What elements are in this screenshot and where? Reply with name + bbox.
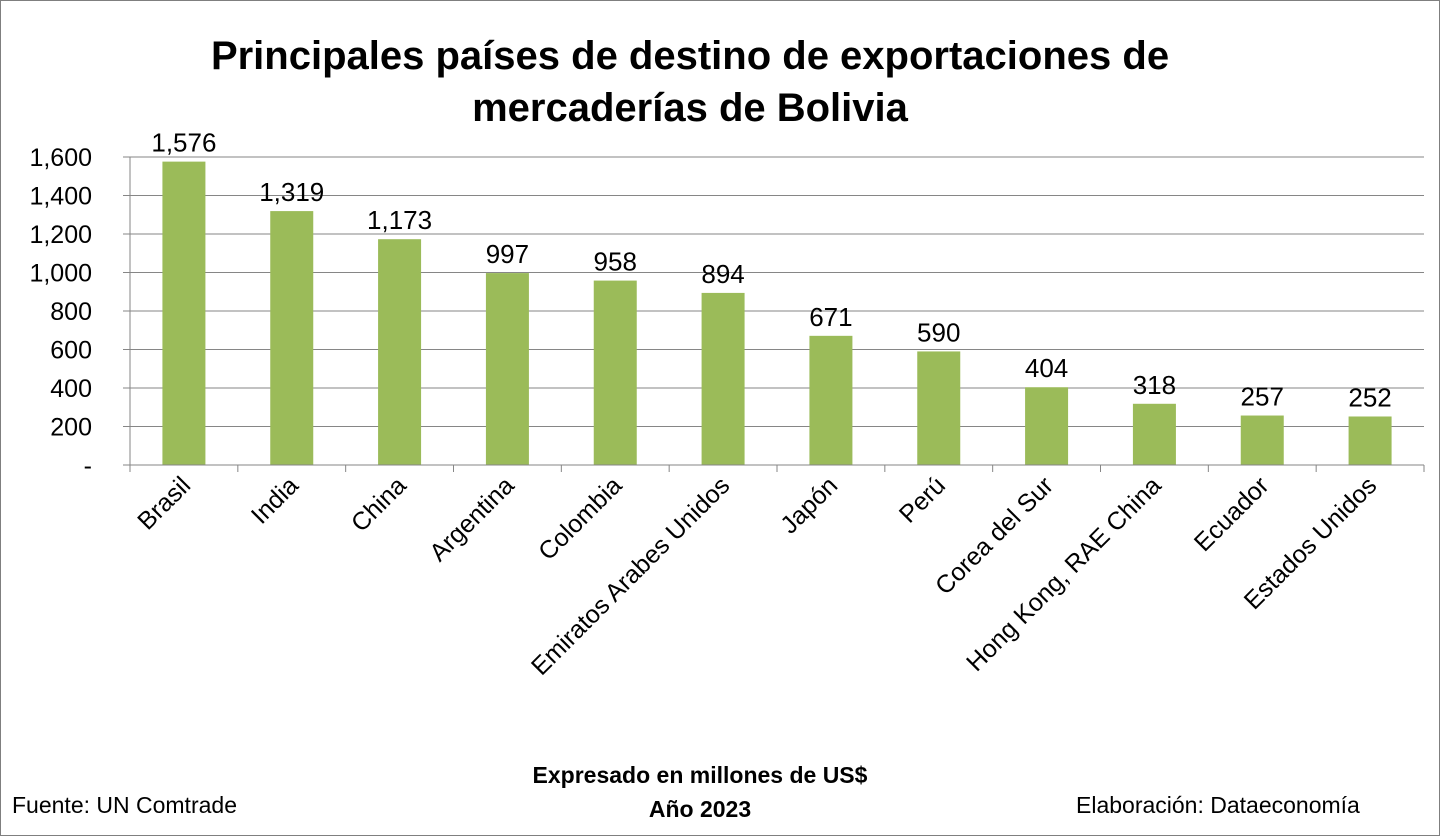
y-tick-label: 1,200 <box>29 221 92 249</box>
value-label: 257 <box>1241 382 1284 412</box>
bar-jap-n <box>809 335 853 465</box>
source-note: Fuente: UN Comtrade <box>12 792 237 818</box>
value-labels: 1,576 1,319 1,173 997 958 894 671 590 404 318 257 2… <box>151 128 1391 413</box>
bar-colombia <box>593 280 637 465</box>
x-axis: Brasil India China Argentina ColombiaEmirato… <box>129 464 1425 681</box>
x-tick-label: Emiratos Arabes Unidos <box>526 471 735 680</box>
x-tick-label: Hong Kong, RAE China <box>961 471 1167 677</box>
bar-argentina <box>485 273 529 465</box>
value-label: 1,576 <box>151 128 216 158</box>
bar-estados-unidos <box>1348 416 1392 465</box>
y-tick-label: 1,600 <box>29 144 92 172</box>
x-tick-label: Colombia <box>533 471 628 566</box>
y-tick-label: - <box>84 452 92 480</box>
y-tick-label: 400 <box>50 375 92 403</box>
credit-note: Elaboración: Dataeconomía <box>1076 792 1360 818</box>
y-tick-label: 200 <box>50 414 92 442</box>
bar-ecuador <box>1240 415 1284 465</box>
x-tick-label: Brasil <box>132 471 196 535</box>
bars <box>162 161 1392 465</box>
y-tick-label: 1,400 <box>29 183 92 211</box>
year-note: Año 2023 <box>648 796 752 822</box>
bar-emiratos-arabes-unidos <box>701 292 745 465</box>
bar-china <box>378 239 422 465</box>
x-tick-label: India <box>246 471 304 529</box>
value-label: 671 <box>809 302 852 332</box>
bar-brasil <box>162 161 206 465</box>
bar-india <box>270 211 314 465</box>
value-label: 590 <box>917 317 960 347</box>
x-tick-label: Perú <box>894 471 951 528</box>
value-label: 1,173 <box>367 205 432 235</box>
y-tick-label: 600 <box>50 337 92 365</box>
unit-note: Expresado en millones de US$ <box>532 762 868 788</box>
value-label: 252 <box>1348 382 1391 412</box>
gridlines <box>130 156 1424 427</box>
value-label: 404 <box>1025 353 1068 383</box>
y-tick-label: 1,000 <box>29 260 92 288</box>
value-label: 997 <box>486 239 529 269</box>
bar-corea-del-sur <box>1025 387 1069 465</box>
value-label: 1,319 <box>259 177 324 207</box>
bar-hong-kong-rae-china <box>1132 403 1176 465</box>
x-tick-label: Ecuador <box>1189 471 1275 557</box>
value-label: 958 <box>594 247 637 277</box>
x-tick-label: Japón <box>775 471 843 539</box>
chart-title: Principales países de destino de exporta… <box>210 34 1170 130</box>
y-axis: - 200 400 600 800 1,000 1,200 1,400 1,600 <box>29 144 131 480</box>
x-tick-label: China <box>346 471 412 537</box>
value-label: 318 <box>1133 370 1176 400</box>
x-tick-label: Argentina <box>424 471 520 567</box>
y-tick-label: 800 <box>50 298 92 326</box>
bar-per- <box>917 351 961 465</box>
value-label: 894 <box>701 259 744 289</box>
